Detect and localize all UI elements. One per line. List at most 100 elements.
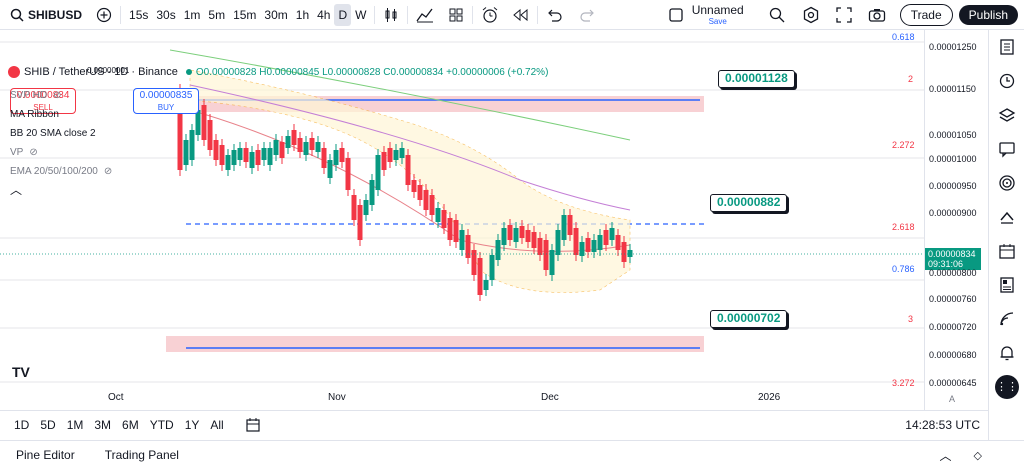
indicator-label: SVP HD — [10, 90, 48, 101]
candle-body — [441, 210, 447, 228]
goto-date-calendar-icon[interactable] — [241, 414, 265, 436]
time-axis[interactable]: Oct Nov Dec 2026 — [0, 388, 924, 408]
collapse-legend-icon[interactable]: ︿ — [10, 183, 23, 197]
auto-scale-toggle[interactable]: A — [949, 394, 956, 404]
indicator-svp[interactable]: SVP HD ⊘ — [10, 86, 112, 105]
layers-icon[interactable] — [989, 98, 1024, 132]
candle-body — [285, 136, 291, 148]
indicator-ma-ribbon[interactable]: MA Ribbon — [10, 105, 112, 124]
candle-body — [405, 155, 411, 185]
collapse-panel-icon[interactable]: ︿ — [939, 448, 952, 463]
fullscreen-icon[interactable] — [832, 4, 856, 26]
ma-200-line — [169, 49, 631, 141]
hidden-eye-icon[interactable]: ⊘ — [53, 90, 62, 101]
price-label: 0.00000950 — [929, 181, 977, 191]
candle-body — [195, 110, 201, 135]
interval-15m[interactable]: 15m — [233, 7, 257, 22]
interval-30m[interactable]: 30m — [264, 7, 288, 22]
buy-button[interactable]: 0.00000835 BUY — [133, 88, 199, 114]
price-chart[interactable]: 0.618 2 2.272 2.618 0.786 3 3.272 — [0, 30, 924, 410]
indicator-ema[interactable]: EMA 20/50/100/200 ⊘ — [10, 162, 112, 181]
interval-D[interactable]: D — [334, 3, 352, 26]
symbol-search-button[interactable]: SHIBUSD — [6, 4, 86, 26]
price-label: 0.00000760 — [929, 294, 977, 304]
alerts-clock-icon[interactable] — [989, 64, 1024, 98]
market-open-dot-icon — [185, 69, 192, 75]
interval-4h[interactable]: 4h — [317, 7, 331, 22]
candle-body — [393, 150, 399, 160]
news-icon[interactable] — [989, 268, 1024, 302]
chat-icon[interactable] — [989, 132, 1024, 166]
quick-search-icon[interactable] — [764, 4, 790, 26]
undo-icon[interactable] — [542, 4, 566, 26]
candle-body — [615, 235, 621, 250]
pine-editor-tab[interactable]: Pine Editor — [16, 448, 75, 462]
indicator-vp[interactable]: VP ⊘ — [10, 143, 112, 162]
callout-702[interactable]: 0.00000702 — [710, 310, 788, 328]
interval-15s[interactable]: 15s — [129, 7, 149, 22]
range-YTD[interactable]: YTD — [149, 417, 174, 432]
settings-gear-icon[interactable] — [798, 4, 824, 26]
interval-1h[interactable]: 1h — [295, 7, 310, 22]
right-sidebar: ⋮⋮ — [988, 30, 1024, 440]
range-1M[interactable]: 1M — [66, 417, 84, 432]
range-5D[interactable]: 5D — [40, 417, 56, 432]
sell-button[interactable]: 0.00000834 SELL — [10, 88, 76, 114]
interval-1m[interactable]: 1m — [183, 7, 201, 22]
legend-pair: SHIB / TetherUS · 1D · Binance — [24, 66, 178, 78]
candle-body — [429, 195, 435, 215]
hidden-eye-icon[interactable]: ⊘ — [103, 166, 113, 177]
interval-30s[interactable]: 30s — [156, 7, 176, 22]
layout-checkbox-icon[interactable] — [664, 4, 688, 26]
replay-icon[interactable] — [507, 4, 533, 26]
alert-clock-icon[interactable] — [477, 4, 503, 26]
candle-body — [321, 148, 327, 168]
apps-menu-icon[interactable]: ⋮⋮ — [989, 370, 1024, 404]
price-label: 0.00001050 — [929, 130, 977, 140]
redo-icon[interactable] — [576, 4, 600, 26]
sell-price: 0.00000834 — [16, 90, 70, 101]
compare-add-icon[interactable] — [92, 4, 116, 26]
utc-clock[interactable]: 14:28:53 UTC — [905, 417, 980, 432]
camera-snapshot-icon[interactable] — [864, 4, 890, 26]
candle-body — [603, 230, 609, 245]
candle-body — [591, 240, 597, 252]
candle-body — [579, 242, 585, 256]
indicator-bb[interactable]: BB 20 SMA close 2 — [10, 124, 112, 143]
ma-100-line — [189, 84, 631, 211]
hidden-eye-icon[interactable]: ⊘ — [29, 147, 38, 158]
price-label: 0.00000900 — [929, 208, 977, 218]
calendar-icon[interactable] — [989, 234, 1024, 268]
callout-882[interactable]: 0.00000882 — [710, 194, 788, 212]
indicators-icon[interactable] — [412, 4, 438, 26]
candles-chart-type-icon[interactable] — [379, 4, 403, 26]
publish-button[interactable]: Publish — [958, 4, 1018, 25]
range-1D[interactable]: 1D — [14, 417, 30, 432]
price-axis[interactable]: 0.00001250 0.00001150 0.00001050 0.00001… — [924, 30, 988, 410]
streams-icon[interactable] — [989, 302, 1024, 336]
candle-body — [501, 228, 507, 245]
chart-pane[interactable]: 0.618 2 2.272 2.618 0.786 3 3.272 SHIB / Tethe… — [0, 30, 924, 410]
legend-ohlc: O0.00000828 H0.00000845 L0.00000828 C0.0… — [195, 66, 549, 78]
trade-button[interactable]: Trade — [899, 3, 953, 26]
ideas-icon[interactable] — [989, 200, 1024, 234]
range-All[interactable]: All — [210, 417, 224, 432]
callout-1128[interactable]: 0.00001128 — [718, 70, 795, 88]
interval-W[interactable]: W — [355, 7, 367, 22]
trading-panel-tab[interactable]: Trading Panel — [104, 448, 179, 462]
range-6M[interactable]: 6M — [122, 417, 139, 432]
candle-body — [561, 215, 567, 240]
targets-icon[interactable] — [989, 166, 1024, 200]
interval-5m[interactable]: 5m — [208, 7, 226, 22]
range-1Y[interactable]: 1Y — [184, 417, 200, 432]
candle-body — [453, 220, 459, 242]
templates-grid-icon[interactable] — [444, 4, 468, 26]
watchlist-icon[interactable] — [989, 30, 1024, 64]
candle-body — [477, 258, 483, 295]
notifications-bell-icon[interactable] — [989, 336, 1024, 370]
fib-label: 2.272 — [892, 140, 915, 150]
maximize-panel-icon[interactable]: ◇ — [973, 449, 982, 462]
layout-name-block[interactable]: Unnamed Save — [692, 3, 744, 26]
range-3M[interactable]: 3M — [94, 417, 112, 432]
divider — [472, 5, 474, 24]
